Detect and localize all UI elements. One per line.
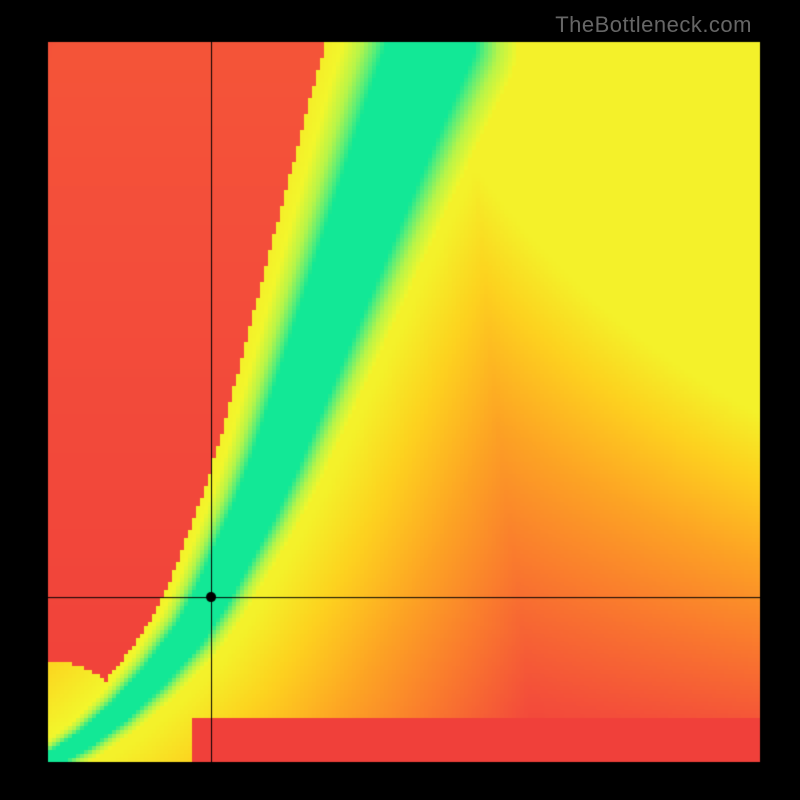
chart-container: TheBottleneck.com <box>0 0 800 800</box>
heatmap-canvas <box>0 0 800 800</box>
watermark-text: TheBottleneck.com <box>555 12 752 38</box>
